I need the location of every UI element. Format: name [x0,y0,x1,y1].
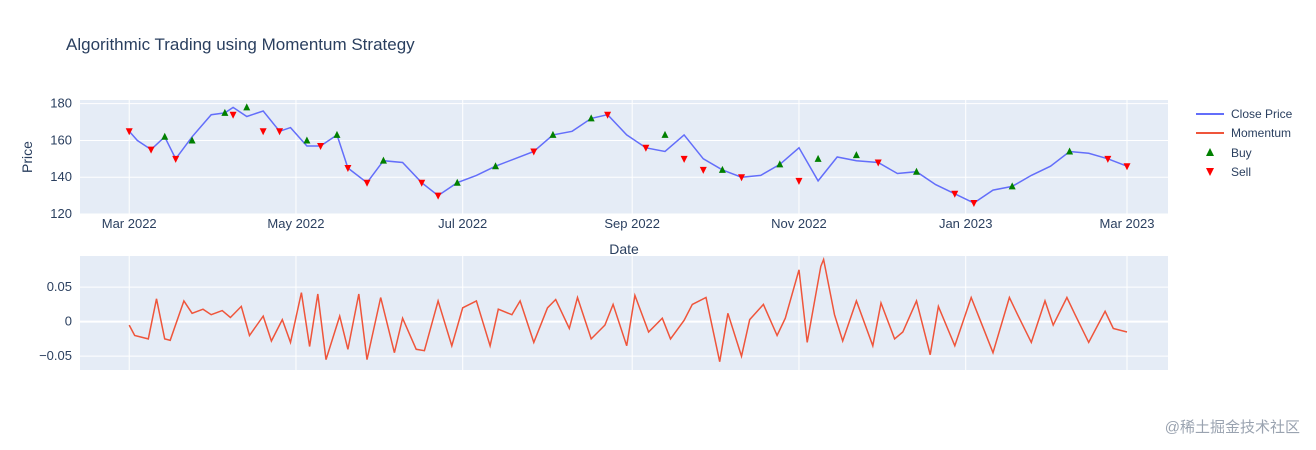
momentum-y-ticks: −0.05 0 0.05 [39,279,72,363]
buy-markers [161,103,1074,190]
momentum-y-tick-label: 0 [65,314,72,329]
price-axis-title: Price [19,141,35,173]
sell-marker [259,128,267,136]
momentum-y-tick-label: 0.05 [47,279,72,294]
buy-marker [1066,147,1074,155]
buy-marker [587,114,595,122]
sell-marker [795,177,803,185]
sell-marker [125,128,133,136]
momentum-line [128,256,1128,362]
sell-marker [317,142,325,150]
sell-marker [276,128,284,136]
price-gridlines [80,100,1168,215]
sell-marker [738,174,746,182]
buy-marker [814,154,822,162]
buy-marker [492,162,500,170]
buy-marker [852,151,860,159]
close-price-line [128,106,1128,204]
sell-marker [874,159,882,167]
buy-marker [333,130,341,138]
price-y-tick-label: 180 [50,96,72,111]
date-tick-label: Jul 2022 [438,216,487,231]
price-y-tick-label: 120 [50,206,72,221]
sell-marker [434,192,442,200]
sell-marker [1123,163,1131,171]
buy-marker [913,167,921,175]
momentum-plot-area [80,256,1168,370]
sell-markers [125,111,1131,207]
date-tick-label: May 2022 [267,216,324,231]
buy-marker [549,130,557,138]
legend: Close Price Momentum Buy Sell [1196,107,1293,179]
buy-marker [661,130,669,138]
sell-marker [604,111,612,119]
sell-marker [951,190,959,198]
date-tick-label: Sep 2022 [604,216,660,231]
legend-buy-label: Buy [1231,146,1252,160]
buy-marker [243,103,251,111]
legend-sell-swatch [1206,168,1214,176]
date-tick-label: Jan 2023 [939,216,993,231]
legend-buy-swatch [1206,148,1214,156]
buy-marker [188,136,196,144]
date-tick-label: Mar 2023 [1100,216,1155,231]
sell-marker [229,111,237,119]
buy-marker [1008,182,1016,190]
legend-item-momentum[interactable]: Momentum [1196,126,1291,140]
legend-momentum-label: Momentum [1231,126,1291,140]
buy-marker [221,108,229,116]
buy-marker [379,156,387,164]
watermark: @稀土掘金技术社区 [1165,419,1300,436]
date-tick-label: Mar 2022 [102,216,157,231]
price-y-tick-label: 140 [50,169,72,184]
buy-marker [161,132,169,140]
chart-title: Algorithmic Trading using Momentum Strat… [66,35,415,54]
date-axis-title: Date [609,241,639,257]
legend-close-label: Close Price [1231,107,1293,121]
sell-marker [680,155,688,163]
price-y-tick-label: 160 [50,132,72,147]
momentum-gridlines [80,256,1168,370]
price-x-ticks: Mar 2022 May 2022 Jul 2022 Sep 2022 Nov 2022… [102,216,1155,231]
legend-item-buy[interactable]: Buy [1206,146,1252,160]
sell-marker [344,165,352,173]
legend-item-close-price[interactable]: Close Price [1196,107,1293,121]
sell-marker [418,179,426,187]
sell-marker [530,148,538,156]
buy-marker [776,160,784,168]
momentum-y-tick-label: −0.05 [39,348,72,363]
price-y-ticks: 120 140 160 180 [50,96,72,221]
sell-marker [699,166,707,174]
sell-marker [970,199,978,207]
legend-sell-label: Sell [1231,165,1251,179]
buy-marker [718,165,726,173]
sell-marker [147,146,155,154]
date-tick-label: Nov 2022 [771,216,827,231]
sell-marker [1104,155,1112,163]
buy-marker [303,136,311,144]
sell-marker [363,179,371,187]
price-plot-area [80,100,1168,214]
sell-marker [172,155,180,163]
legend-item-sell[interactable]: Sell [1206,165,1251,179]
buy-marker [453,178,461,186]
sell-marker [642,144,650,152]
